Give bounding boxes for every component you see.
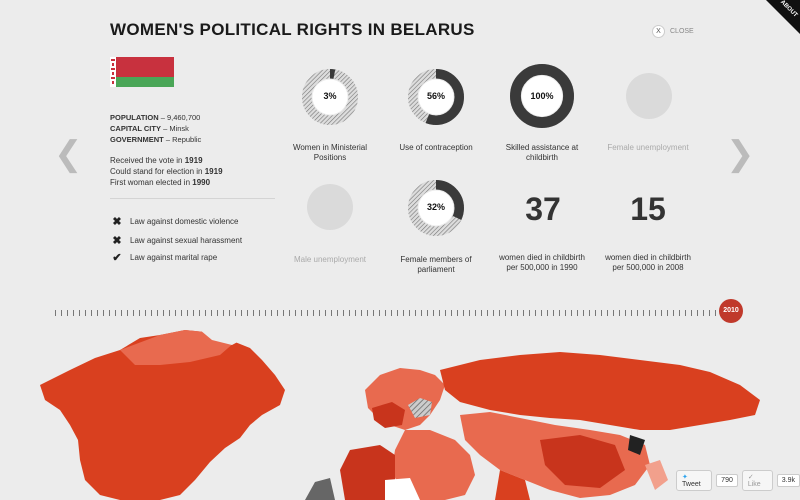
- skilled-assistance-ring: [510, 64, 574, 128]
- page-title: WOMEN'S POLITICAL RIGHTS IN BELARUS: [110, 20, 475, 39]
- vote-year: 1919: [184, 156, 203, 165]
- capital-value: – Minsk: [160, 124, 189, 133]
- pacific-islands-region[interactable]: [645, 460, 668, 490]
- maternal-deaths-1990-label: women died in childbirth per 500,000 in …: [499, 253, 585, 272]
- contraception-value: 56%: [426, 91, 445, 101]
- next-arrow-icon[interactable]: ❯: [726, 135, 755, 173]
- law-label: Law against marital rape: [130, 253, 218, 262]
- belarus-flag-icon: [110, 57, 174, 87]
- capital-label: CAPITAL CITY: [110, 124, 161, 133]
- female-unemployment-label: Female unemployment: [607, 143, 689, 152]
- like-button[interactable]: ✓ Like: [741, 470, 773, 491]
- female-unemployment-placeholder: [626, 73, 672, 119]
- ministerial-label: Women in Ministerial Positions: [292, 143, 368, 162]
- law-item: ✔ Law against marital rape: [112, 251, 217, 264]
- population-label: POPULATION: [110, 113, 159, 122]
- vote-history: Received the vote in 1919 Could stand fo…: [110, 155, 223, 188]
- ring-center: [521, 75, 563, 117]
- vote-text: Received the vote in: [110, 156, 185, 165]
- canada-north-region[interactable]: [120, 330, 235, 365]
- south-america-tip[interactable]: [305, 478, 335, 500]
- law-item: ✖ Law against domestic violence: [112, 215, 239, 228]
- tweet-count: 790: [716, 474, 738, 487]
- tweet-label: Tweet: [682, 481, 701, 488]
- maternal-deaths-2008-number: 15: [630, 191, 666, 227]
- ring-fill: [302, 69, 358, 125]
- check-icon: ✔: [112, 252, 122, 264]
- maternal-deaths-1990-number: 37: [525, 191, 561, 227]
- china-region[interactable]: [540, 435, 625, 488]
- close-label: CLOSE: [670, 28, 694, 35]
- election-text: Could stand for election in: [110, 167, 205, 176]
- japan-korea-region[interactable]: [628, 435, 645, 455]
- ring-center: [312, 79, 348, 115]
- ring-fill: [510, 64, 574, 128]
- male-unemployment-placeholder: [307, 184, 353, 230]
- male-unemployment-label: Male unemployment: [293, 255, 367, 264]
- russia-region[interactable]: [440, 352, 760, 430]
- parliament-label: Female members of parliament: [400, 255, 472, 274]
- twitter-bird-icon: ✦: [682, 474, 688, 481]
- maternal-deaths-2008-label: women died in childbirth per 500,000 in …: [605, 253, 691, 272]
- ring-fill: [408, 180, 464, 236]
- law-label: Law against domestic violence: [130, 217, 239, 226]
- ministerial-ring: [302, 69, 358, 125]
- about-tab[interactable]: [766, 0, 800, 34]
- parliament-value: 32%: [426, 202, 445, 212]
- ministerial-value: 3%: [323, 91, 337, 101]
- parliament-ring: [408, 180, 464, 236]
- government-value: – Republic: [163, 135, 202, 144]
- divider: [110, 198, 275, 199]
- skilled-assistance-label: Skilled assistance at childbirth: [505, 143, 579, 162]
- timeline-year-handle[interactable]: 2010: [719, 299, 743, 323]
- world-map[interactable]: [0, 330, 800, 500]
- government-label: GOVERNMENT: [110, 135, 164, 144]
- north-america-region[interactable]: [40, 330, 285, 500]
- like-count: 3.9k: [776, 474, 800, 487]
- contraception-label: Use of contraception: [399, 143, 473, 152]
- ring-center: [418, 79, 454, 115]
- population-value: – 9,460,700: [158, 113, 201, 122]
- timeline-slider[interactable]: [55, 310, 720, 316]
- ring-fill: [408, 69, 464, 125]
- first-woman-text: First woman elected in: [110, 178, 193, 187]
- social-bar: ✦ Tweet 790 ✓ Like 3.9k: [676, 470, 800, 491]
- lake-region: [200, 330, 245, 345]
- north-africa-region[interactable]: [340, 445, 395, 500]
- tweet-button[interactable]: ✦ Tweet: [676, 470, 713, 491]
- close-icon: X: [652, 25, 665, 38]
- election-year: 1919: [204, 167, 223, 176]
- prev-arrow-icon[interactable]: ❮: [54, 135, 83, 173]
- law-item: ✖ Law against sexual harassment: [112, 234, 242, 247]
- ring-center: [418, 190, 454, 226]
- india-region[interactable]: [495, 470, 530, 500]
- western-europe-region[interactable]: [372, 402, 405, 428]
- skilled-assistance-value: 100%: [530, 91, 554, 101]
- belarus-region[interactable]: [408, 398, 432, 418]
- africa-no-data-region[interactable]: [385, 478, 420, 500]
- cross-icon: ✖: [112, 235, 122, 247]
- country-facts: POPULATION – 9,460,700 CAPITAL CITY – Mi…: [110, 112, 201, 145]
- middle-east-region[interactable]: [392, 430, 475, 500]
- close-button[interactable]: X CLOSE: [652, 25, 694, 38]
- law-label: Law against sexual harassment: [130, 236, 243, 245]
- cross-icon: ✖: [112, 216, 122, 228]
- contraception-ring: [408, 69, 464, 125]
- first-woman-year: 1990: [192, 178, 211, 187]
